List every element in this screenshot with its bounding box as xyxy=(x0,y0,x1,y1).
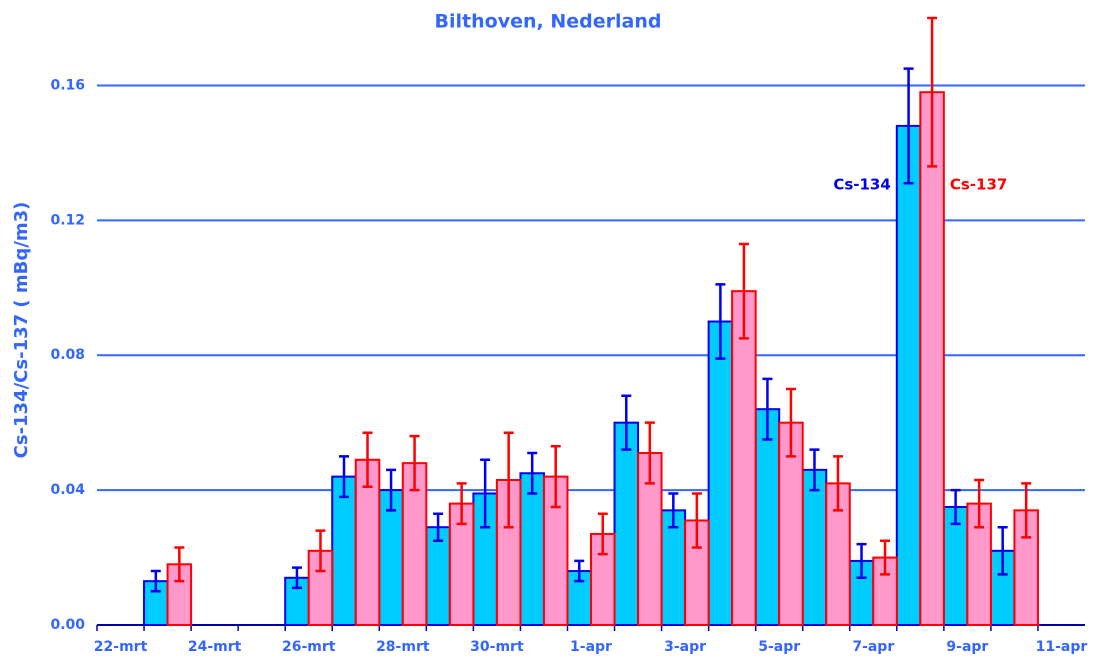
bar xyxy=(919,91,945,626)
error-bar xyxy=(315,529,326,573)
error-bar xyxy=(550,445,561,509)
error-bar xyxy=(597,512,608,556)
bar xyxy=(519,472,545,626)
x-tick-label: 1-apr xyxy=(570,639,612,655)
series-label: Cs-134 xyxy=(833,176,890,194)
y-tick-label: 0.08 xyxy=(50,347,85,363)
error-bar xyxy=(527,451,538,495)
error-bar xyxy=(503,431,514,529)
error-bar xyxy=(691,492,702,549)
y-tick-label: 0.00 xyxy=(50,617,85,633)
error-bar xyxy=(174,546,185,583)
x-tick-label: 22-mrt xyxy=(94,639,148,655)
chart-title: Bilthoven, Nederland xyxy=(435,11,662,33)
x-tick-label: 7-apr xyxy=(852,639,894,655)
error-bar xyxy=(480,458,491,529)
error-bar xyxy=(950,488,961,526)
bar xyxy=(801,468,828,626)
error-bar xyxy=(386,468,397,512)
series-label: Cs-137 xyxy=(950,176,1007,194)
bar xyxy=(754,408,781,626)
x-tick-label: 5-apr xyxy=(758,639,800,655)
error-bar xyxy=(762,377,773,441)
x-tick-label: 11-apr xyxy=(1036,639,1088,655)
x-tick-label: 3-apr xyxy=(664,639,706,655)
error-bar xyxy=(974,478,985,529)
error-bar xyxy=(291,566,302,590)
error-bar xyxy=(785,387,796,458)
x-tick-label: 30-mrt xyxy=(470,639,524,655)
error-bar xyxy=(809,448,820,492)
error-bar xyxy=(339,455,349,499)
error-bar xyxy=(644,421,655,485)
error-bar xyxy=(150,569,161,593)
error-bar xyxy=(362,431,373,488)
y-axis-label: Cs-134/Cs-137 ( mBq/m3) xyxy=(11,202,32,459)
error-bar xyxy=(927,16,938,168)
x-tick-label: 26-mrt xyxy=(282,639,336,655)
bar xyxy=(613,421,640,626)
error-bar xyxy=(997,525,1008,576)
error-bar xyxy=(715,283,726,360)
error-bar xyxy=(880,539,891,576)
bar xyxy=(331,475,357,626)
error-bar xyxy=(833,455,843,512)
error-bar xyxy=(1021,482,1032,539)
error-bar xyxy=(621,394,632,451)
error-bar xyxy=(433,512,444,542)
y-tick-label: 0.16 xyxy=(50,77,85,93)
error-bar xyxy=(738,242,749,340)
x-tick-label: 28-mrt xyxy=(376,639,430,655)
error-bar xyxy=(668,492,679,529)
y-tick-label: 0.12 xyxy=(50,212,85,228)
error-bar xyxy=(856,542,867,580)
bar xyxy=(707,320,734,626)
x-tick-label: 24-mrt xyxy=(188,639,242,655)
error-bar xyxy=(456,482,467,526)
bar xyxy=(895,124,922,627)
bar xyxy=(731,290,757,626)
error-bar xyxy=(574,559,585,583)
y-tick-label: 0.04 xyxy=(50,482,85,498)
error-bar xyxy=(903,67,914,185)
error-bar xyxy=(409,434,420,492)
x-tick-label: 9-apr xyxy=(946,639,988,655)
